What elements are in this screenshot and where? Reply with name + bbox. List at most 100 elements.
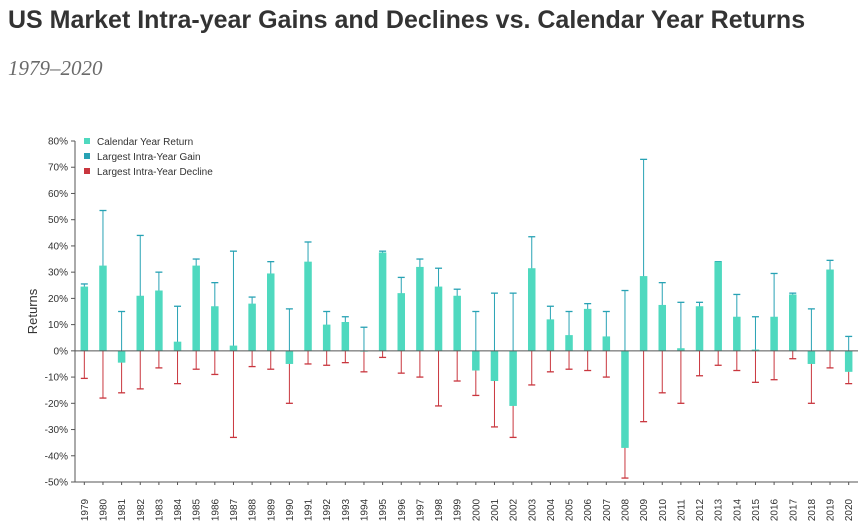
calendar-bar xyxy=(341,321,350,351)
x-tick-label: 2011 xyxy=(676,499,687,521)
x-tick-label: 2009 xyxy=(639,498,650,521)
y-tick-label: -40% xyxy=(45,451,68,462)
x-tick-label: 2017 xyxy=(788,498,799,521)
legend-label-gain: Largest Intra-Year Gain xyxy=(97,152,201,163)
x-tick-label: 1992 xyxy=(322,498,333,521)
y-tick-label: 20% xyxy=(48,294,68,305)
x-tick-label: 1988 xyxy=(248,498,259,521)
legend-swatch-calendar xyxy=(84,138,90,144)
x-tick-label: 2008 xyxy=(620,498,631,521)
calendar-bar xyxy=(844,350,853,372)
calendar-bar xyxy=(173,341,182,351)
calendar-bar xyxy=(285,350,294,364)
x-tick-label: 2003 xyxy=(527,498,538,521)
calendar-bar xyxy=(434,286,443,351)
x-tick-label: 2002 xyxy=(509,498,520,521)
legend-label-calendar: Calendar Year Return xyxy=(97,137,193,148)
calendar-bar xyxy=(136,295,144,351)
x-tick-label: 2019 xyxy=(826,498,837,521)
y-tick-label: 80% xyxy=(48,137,68,148)
calendar-bar xyxy=(490,350,499,382)
x-tick-label: 2000 xyxy=(471,498,482,521)
calendar-bar xyxy=(583,308,592,351)
calendar-bar xyxy=(714,261,722,351)
calendar-bar xyxy=(789,294,797,351)
x-tick-label: 2001 xyxy=(490,498,501,521)
calendar-bar xyxy=(621,350,629,448)
calendar-bar xyxy=(378,252,387,351)
x-tick-label: 1998 xyxy=(434,498,445,521)
x-tick-label: 1993 xyxy=(341,498,352,521)
x-tick-label: 2006 xyxy=(583,498,594,521)
calendar-bar xyxy=(826,269,834,351)
x-tick-label: 1980 xyxy=(98,498,109,521)
calendar-bar xyxy=(453,295,461,351)
x-tick-label: 1999 xyxy=(453,498,464,521)
calendar-bar xyxy=(192,265,200,351)
y-tick-label: -20% xyxy=(45,399,68,410)
x-tick-label: 2010 xyxy=(658,498,669,521)
calendar-bar xyxy=(99,265,107,351)
x-tick-label: 1981 xyxy=(117,498,128,521)
calendar-bar xyxy=(397,293,405,351)
x-tick-label: 1983 xyxy=(154,498,165,521)
calendar-bar xyxy=(639,276,648,351)
x-tick-label: 1997 xyxy=(415,498,426,521)
x-tick-label: 1979 xyxy=(80,498,91,521)
x-tick-label: 2012 xyxy=(695,498,706,521)
x-tick-label: 2018 xyxy=(807,498,818,521)
y-tick-label: 10% xyxy=(48,320,68,331)
calendar-bar xyxy=(695,306,704,351)
calendar-bar xyxy=(248,303,256,351)
calendar-bar xyxy=(472,350,480,371)
y-tick-label: 30% xyxy=(48,268,68,279)
x-tick-label: 1984 xyxy=(173,498,184,521)
x-tick-label: 2016 xyxy=(770,498,781,521)
legend-label-decline: Largest Intra-Year Decline xyxy=(97,167,213,178)
x-tick-label: 2014 xyxy=(732,498,743,521)
calendar-bar xyxy=(770,316,778,351)
calendar-bar xyxy=(304,261,312,351)
x-tick-label: 2005 xyxy=(565,498,576,521)
calendar-bar xyxy=(546,319,555,351)
calendar-bar xyxy=(751,349,760,351)
x-tick-label: 1987 xyxy=(229,498,240,521)
x-tick-label: 2007 xyxy=(602,498,613,521)
y-tick-label: 40% xyxy=(48,241,68,252)
x-tick-label: 1991 xyxy=(304,498,315,521)
x-tick-label: 2004 xyxy=(546,498,557,521)
page-title: US Market Intra-year Gains and Declines … xyxy=(8,6,806,34)
x-tick-label: 1986 xyxy=(210,498,221,521)
x-tick-label: 1994 xyxy=(359,498,370,521)
x-tick-label: 1985 xyxy=(192,498,203,521)
calendar-bar xyxy=(117,350,126,363)
x-tick-label: 2015 xyxy=(751,498,762,521)
y-tick-label: -10% xyxy=(45,373,68,384)
calendar-bar xyxy=(658,304,666,351)
calendar-bar xyxy=(733,316,741,351)
calendar-bar xyxy=(677,348,685,351)
x-tick-label: 1995 xyxy=(378,498,389,521)
y-tick-label: 60% xyxy=(48,189,68,200)
calendar-bar xyxy=(565,335,573,351)
y-tick-label: -50% xyxy=(45,478,68,489)
calendar-bar xyxy=(602,336,611,351)
x-tick-label: 1990 xyxy=(285,498,296,521)
calendar-bar xyxy=(807,350,816,364)
y-tick-label: 70% xyxy=(48,163,68,174)
calendar-bar xyxy=(416,266,424,351)
calendar-bar xyxy=(155,290,163,351)
legend-swatch-decline xyxy=(84,168,90,174)
x-tick-label: 1989 xyxy=(266,498,277,521)
calendar-bar xyxy=(229,345,238,351)
calendar-bar xyxy=(80,286,89,351)
calendar-bar xyxy=(211,306,219,351)
calendar-bar xyxy=(267,273,275,351)
x-tick-label: 2020 xyxy=(844,498,855,521)
chart-legend: Calendar Year Return Largest Intra-Year … xyxy=(84,137,213,178)
y-tick-label: -30% xyxy=(45,425,68,436)
page-subtitle: 1979–2020 xyxy=(8,56,103,80)
x-tick-label: 1996 xyxy=(397,498,408,521)
calendar-bar xyxy=(528,268,536,351)
